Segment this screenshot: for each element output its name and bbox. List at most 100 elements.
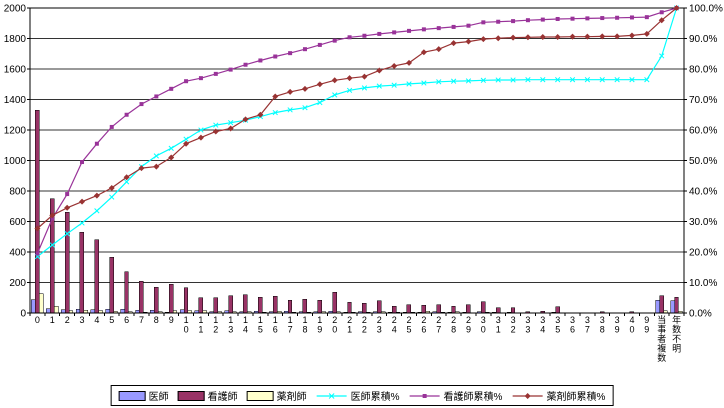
bar (168, 283, 174, 314)
marker-diamond (331, 77, 338, 84)
legend-label: 医師 (148, 392, 169, 403)
marker-x (287, 107, 293, 113)
marker-diamond (406, 59, 413, 66)
left-axis-tick-label: 1400 (4, 95, 27, 106)
marker-diamond (376, 67, 383, 74)
legend-item-3: 医師累積% (316, 388, 400, 403)
legend-label: 薬剤師累積% (546, 392, 606, 403)
bar (555, 306, 560, 314)
marker-square (80, 160, 85, 165)
marker-x (480, 77, 486, 83)
marker-diamond (197, 134, 204, 141)
marker-x (406, 81, 412, 87)
marker-square (184, 79, 189, 84)
left-axis-tick-label: 0 (20, 309, 26, 320)
marker-x (168, 145, 174, 151)
marker-x (49, 242, 55, 248)
line-series-0 (34, 5, 680, 260)
marker-x (450, 78, 457, 84)
right-axis: 0.0% 10.0% 20.0% 30.0% 40.0% 50.0% 60.0% 70.0% 8… (684, 4, 723, 320)
marker-square (570, 16, 575, 21)
marker-diamond (480, 36, 487, 43)
x-axis-category-label: 2 (65, 315, 70, 325)
bar (436, 304, 441, 314)
left-axis-tick-label: 200 (9, 278, 26, 289)
left-axis-tick-label: 1200 (4, 126, 27, 137)
marker-x (540, 77, 546, 83)
marker-x (584, 77, 591, 83)
marker-diamond (524, 34, 531, 41)
marker-square (288, 51, 293, 56)
bar (35, 109, 40, 314)
marker-diamond (287, 88, 294, 95)
marker-square (198, 76, 203, 81)
marker-x (421, 80, 427, 86)
marker-diamond (64, 204, 71, 211)
x-axis-category-label: 6 (124, 315, 129, 325)
marker-diamond (628, 32, 635, 39)
marker-square (466, 23, 471, 28)
marker-x (614, 77, 620, 83)
marker-square (50, 216, 55, 221)
marker-x (302, 105, 308, 111)
marker-square (302, 47, 307, 52)
marker-square (555, 16, 560, 21)
marker-diamond (242, 116, 249, 123)
marker-x (629, 77, 635, 83)
x-axis-category-label: 8 (154, 315, 159, 325)
marker-diamond (614, 33, 621, 40)
marker-diamond (257, 111, 264, 118)
legend-item-4: 看護師累積% (409, 388, 503, 403)
marker-square (615, 15, 620, 20)
marker-square (332, 38, 337, 43)
marker-square (629, 15, 634, 20)
marker-diamond (391, 62, 398, 69)
marker-diamond (495, 35, 502, 42)
left-axis-tick-label: 1000 (4, 156, 27, 167)
marker-x (465, 78, 472, 84)
marker-square (525, 18, 530, 23)
marker-x (346, 87, 353, 94)
bar (79, 231, 85, 314)
marker-x (64, 231, 70, 237)
x-axis-category-label: 3 (79, 315, 84, 325)
x-axis-category-label: 7 (139, 315, 144, 325)
legend-label: 薬剤師 (276, 392, 307, 403)
marker-x (644, 77, 650, 83)
marker-diamond (108, 184, 115, 191)
marker-x (599, 77, 605, 83)
marker-diamond (658, 17, 665, 24)
marker-square (659, 10, 664, 15)
right-axis-tick-label: 80.0% (689, 65, 717, 76)
marker-diamond (153, 163, 160, 170)
chart-legend: 医師 看護師 薬剤師 医師累積% 看護師累積% 薬剤師累積% (110, 385, 614, 406)
marker-square (65, 192, 70, 197)
marker-diamond (168, 154, 175, 161)
x-axis-category-label: 年数不明 (672, 314, 681, 354)
marker-x (213, 122, 219, 128)
bar (120, 308, 125, 314)
legend-label: 医師累積% (350, 392, 400, 403)
marker-diamond (49, 212, 56, 219)
legend-label: 看護師累積% (443, 392, 503, 403)
marker-diamond (272, 93, 279, 100)
bar (213, 297, 218, 314)
marker-diamond (346, 75, 353, 82)
x-axis-category-label: 0 (35, 315, 40, 325)
marker-x (109, 194, 115, 200)
marker-x (79, 220, 85, 226)
bar (674, 296, 679, 314)
marker-diamond (212, 128, 219, 135)
marker-x (123, 179, 130, 185)
right-axis-tick-label: 70.0% (689, 95, 717, 106)
marker-square (392, 30, 397, 35)
legend-swatch-line (409, 393, 440, 398)
